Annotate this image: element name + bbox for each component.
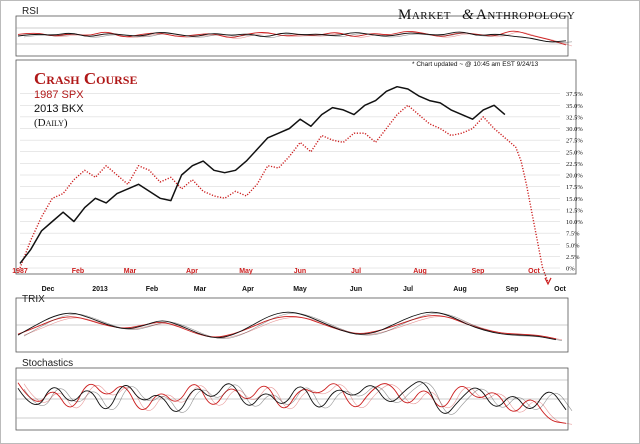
x-tick-label-1987: Jun [294, 268, 306, 275]
y-tick-label: 7.5% [566, 231, 580, 238]
y-tick-label: 30.0% [566, 126, 583, 133]
x-tick-label-1987: Apr [186, 268, 198, 275]
y-tick-label: 37.5% [566, 91, 583, 98]
x-tick-label-2013: Dec [42, 286, 55, 293]
series-line-2013-bkx [19, 85, 506, 264]
y-tick-label: 15.0% [566, 196, 583, 203]
rsi-series-group [17, 30, 573, 47]
rsi-line-2013-bkx [17, 31, 567, 43]
x-tick-label-2013: Mar [194, 286, 207, 293]
trix-line-2013-bkx [17, 311, 557, 341]
trix-series-group [17, 311, 563, 341]
x-tick-label-2013: May [293, 286, 307, 293]
x-tick-label-1987: Jul [351, 268, 361, 275]
x-tick-label-1987: Oct [528, 268, 540, 275]
rsi-line-2013-bkx-signal [23, 32, 573, 44]
x-tick-label-2013: 2013 [92, 286, 108, 293]
brand-right: Anthropology [476, 7, 575, 23]
series-line-1987-spx [19, 104, 549, 283]
y-tick-label: 5.0% [566, 242, 580, 249]
x-tick-label-2013: Jun [350, 286, 362, 293]
x-tick-label-1987: May [239, 268, 253, 275]
legend-spx-1987: 1987 SPX [34, 89, 84, 101]
trix-line-2013-bkx-signal [23, 312, 563, 341]
rsi-label: RSI [22, 6, 39, 17]
x-tick-label-2013: Feb [146, 286, 158, 293]
y-tick-label: 0% [566, 266, 575, 273]
y-tick-label: 32.5% [566, 114, 583, 121]
x-tick-label-2013: Apr [242, 286, 254, 293]
arrow-head [544, 277, 552, 286]
y-tick-label: 20.0% [566, 173, 583, 180]
stoch-line-2013-bkx-signal [23, 382, 573, 415]
y-tick-label: 12.5% [566, 207, 583, 214]
y-axis-ticks: 37.5% 35.0% 32.5% 30.0% 27.5% 25.0% 22.5% 20.0%… [566, 91, 583, 272]
x-tick-label-1987: 1987 [12, 268, 28, 275]
trix-label: TRIX [22, 294, 45, 305]
main-grid [20, 93, 560, 269]
x-tick-label-1987: Aug [413, 268, 427, 275]
x-tick-label-1987: Sep [472, 268, 485, 275]
brand-left: Market [398, 7, 451, 23]
x-tick-label-2013: Sep [506, 286, 519, 293]
main-panel-frame [15, 59, 577, 275]
x-labels-2013: Dec 2013 Feb Mar Apr May Jun Jul Aug Sep Oct [42, 286, 567, 293]
y-tick-label: 10.0% [566, 219, 583, 226]
stoch-line-1987-spx-signal [23, 383, 573, 425]
legend-bkx-2013: 2013 BKX [34, 103, 84, 115]
brand-mark: & [462, 7, 474, 23]
chart-title: Crash Course [34, 69, 138, 88]
y-tick-label: 35.0% [566, 103, 583, 110]
y-tick-label: 17.5% [566, 184, 583, 191]
x-tick-label-2013: Oct [554, 286, 566, 293]
stoch-line-2013-bkx [17, 381, 567, 414]
legend-frequency: (Daily) [34, 117, 68, 129]
stochastics-label: Stochastics [22, 358, 73, 369]
rsi-panel-frame [15, 15, 569, 57]
x-tick-label-2013: Jul [403, 286, 413, 293]
y-tick-label: 2.5% [566, 254, 580, 261]
stochastics-series-group [17, 381, 573, 425]
main-series-group [19, 85, 552, 286]
x-tick-label-2013: Aug [453, 286, 467, 293]
y-tick-label: 22.5% [566, 161, 583, 168]
x-labels-1987: 1987 Feb Mar Apr May Jun Jul Aug Sep Oct [12, 268, 540, 275]
x-tick-label-1987: Feb [72, 268, 84, 275]
y-tick-label: 27.5% [566, 138, 583, 145]
updated-note: * Chart updated ~ @ 10:45 am EST 9/24/13 [412, 61, 539, 68]
y-tick-label: 25.0% [566, 149, 583, 156]
x-tick-label-1987: Mar [124, 268, 137, 275]
